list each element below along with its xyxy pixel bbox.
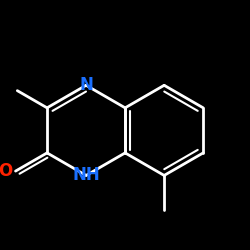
Text: NH: NH [72, 166, 100, 184]
Text: O: O [0, 162, 12, 180]
Text: N: N [79, 76, 93, 94]
